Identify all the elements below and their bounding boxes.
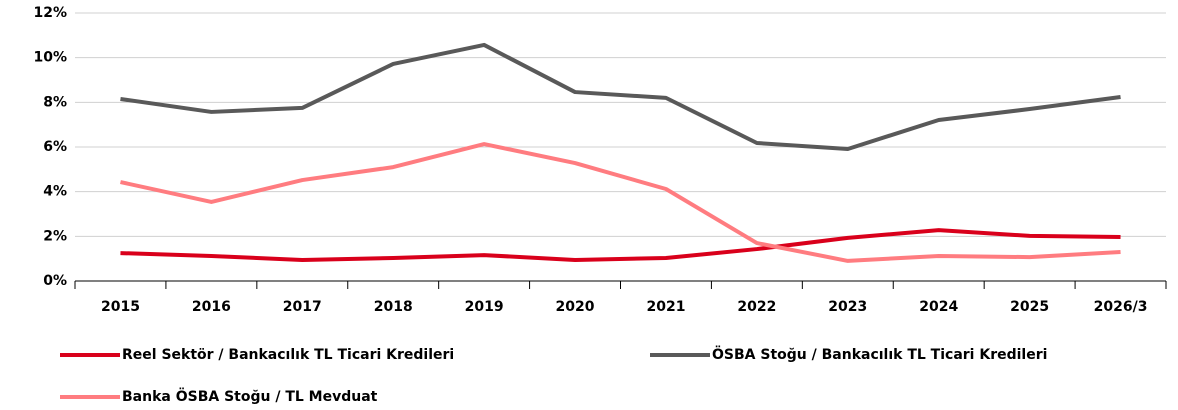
x-tick-label: 2016	[192, 299, 231, 315]
x-tick-label: 2026/3	[1094, 299, 1148, 315]
y-tick-label: 0%	[43, 273, 67, 289]
x-tick-label: 2018	[374, 299, 413, 315]
y-tick-label: 4%	[43, 184, 67, 200]
x-tick-label: 2023	[828, 299, 867, 315]
legend-label: Reel Sektör / Bankacılık TL Ticari Kredi…	[122, 347, 454, 363]
line-series	[120, 42, 1121, 152]
x-tick-label: 2020	[556, 299, 595, 315]
x-tick-label: 2024	[919, 299, 958, 315]
y-tick-label: 2%	[43, 228, 67, 244]
y-tick-label: 12%	[33, 5, 67, 21]
x-tick-label: 2025	[1010, 299, 1049, 315]
line-series	[120, 228, 1121, 263]
x-tick-label: 2015	[101, 299, 140, 315]
x-tick-label: 2021	[646, 299, 685, 315]
x-tick-label: 2022	[737, 299, 776, 315]
line-series	[120, 142, 1121, 263]
x-tick-label: 2019	[465, 299, 504, 315]
x-tick-label: 2017	[283, 299, 322, 315]
y-tick-label: 6%	[43, 139, 67, 155]
legend-label: ÖSBA Stoğu / Bankacılık TL Ticari Kredil…	[712, 345, 1047, 363]
y-tick-label: 10%	[33, 50, 67, 66]
y-tick-label: 8%	[43, 94, 67, 110]
legend-label: Banka ÖSBA Stoğu / TL Mevduat	[122, 387, 378, 405]
